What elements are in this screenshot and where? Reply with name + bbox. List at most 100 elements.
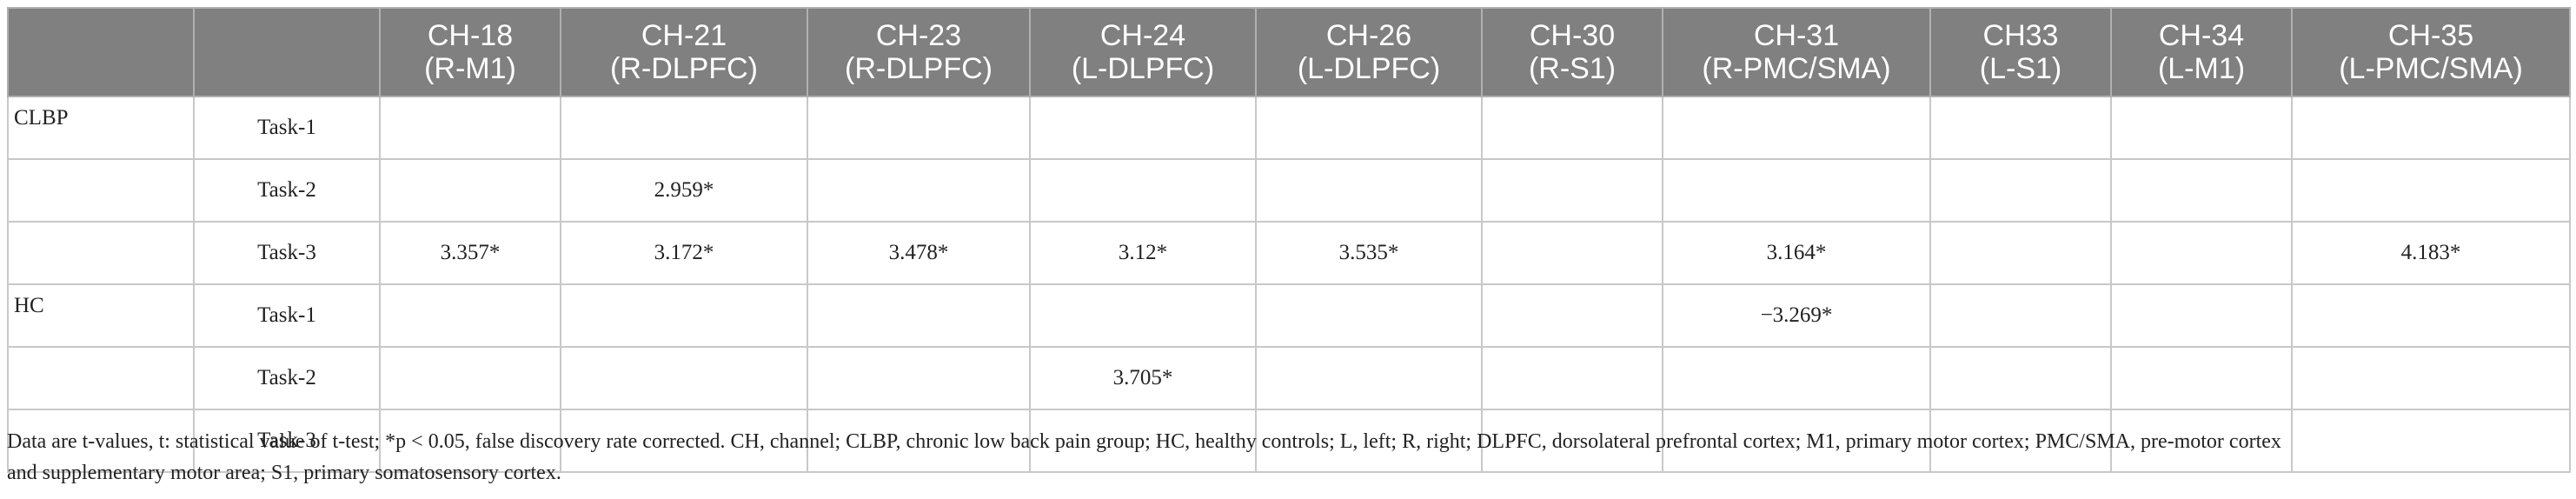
column-header — [7, 7, 195, 97]
value-cell — [2291, 346, 2571, 410]
table-row: Task-2 3.705* — [7, 346, 2571, 410]
value-cell — [379, 158, 561, 223]
value-cell — [2110, 283, 2293, 348]
group-cell — [7, 158, 195, 223]
column-header: CH33 (L-S1) — [1929, 7, 2112, 97]
column-header: CH-35 (L-PMC/SMA) — [2291, 7, 2571, 97]
value-cell: 3.164* — [1662, 221, 1931, 285]
value-cell — [1481, 158, 1663, 223]
value-cell — [560, 409, 808, 473]
channel-label: CH-18 — [427, 19, 514, 52]
value-cell: 3.478* — [807, 221, 1031, 285]
value-cell — [1481, 96, 1663, 160]
value-cell — [379, 346, 561, 410]
value-cell — [1255, 158, 1483, 223]
value-cell — [1929, 346, 2112, 410]
value-cell — [1255, 96, 1483, 160]
column-header — [193, 7, 381, 97]
results-table-container: CH-18 (R-M1) CH-21 (R-DLPFC) CH-23 (R-DLPFC) C… — [7, 7, 2571, 473]
region-label: (L-S1) — [1979, 52, 2062, 85]
t-values-table: CH-18 (R-M1) CH-21 (R-DLPFC) CH-23 (R-DLPFC) C… — [7, 7, 2571, 473]
value-cell — [2291, 96, 2571, 160]
group-cell: CLBP — [7, 96, 195, 160]
value-cell — [1929, 221, 2112, 285]
channel-label: CH-34 — [2158, 19, 2245, 52]
value-cell: −3.269* — [1662, 283, 1931, 348]
value-cell — [2291, 158, 2571, 223]
group-cell: HC — [7, 283, 195, 348]
value-cell — [1929, 409, 2112, 473]
value-cell: 3.357* — [379, 221, 561, 285]
value-cell — [1255, 346, 1483, 410]
group-cell — [7, 346, 195, 410]
value-cell — [560, 96, 808, 160]
value-cell — [1929, 96, 2112, 160]
region-label: (R-PMC/SMA) — [1702, 52, 1891, 85]
column-header: CH-26 (L-DLPFC) — [1255, 7, 1483, 97]
value-cell — [807, 409, 1031, 473]
channel-label: CH-23 — [875, 19, 962, 52]
value-cell — [379, 96, 561, 160]
footnote-line-2: and supplementary motor area; S1, primar… — [7, 462, 561, 484]
value-cell — [1481, 346, 1663, 410]
value-cell — [560, 283, 808, 348]
column-header: CH-23 (R-DLPFC) — [807, 7, 1031, 97]
task-cell: Task-3 — [193, 409, 381, 473]
task-cell: Task-2 — [193, 346, 381, 410]
column-header: CH-18 (R-M1) — [379, 7, 561, 97]
value-cell — [1662, 158, 1931, 223]
value-cell — [1029, 158, 1257, 223]
value-cell — [1029, 283, 1257, 348]
value-cell — [1029, 96, 1257, 160]
value-cell — [379, 283, 561, 348]
region-label: (R-M1) — [424, 52, 516, 85]
table-row: Task-3 3.357* 3.172* 3.478* 3.12* 3.535* 3.164… — [7, 221, 2571, 285]
value-cell — [1481, 221, 1663, 285]
table-body: CLBP Task-1 Task-2 2.959* Task-3 3.357* 3.172*… — [7, 96, 2571, 473]
channel-label: CH-35 — [2387, 19, 2474, 52]
value-cell: 3.535* — [1255, 221, 1483, 285]
value-cell — [1662, 96, 1931, 160]
value-cell — [1662, 346, 1931, 410]
table-footnote: Data are t-values, t: statistical value … — [7, 426, 2569, 489]
channel-label: CH-30 — [1529, 19, 1616, 52]
task-cell: Task-1 — [193, 96, 381, 160]
value-cell: 3.705* — [1029, 346, 1257, 410]
group-cell — [7, 409, 195, 473]
value-cell — [807, 96, 1031, 160]
value-cell — [2291, 409, 2571, 473]
value-cell: 4.183* — [2291, 221, 2571, 285]
value-cell: 3.12* — [1029, 221, 1257, 285]
column-header: CH-31 (R-PMC/SMA) — [1662, 7, 1931, 97]
value-cell — [2110, 221, 2293, 285]
value-cell — [379, 409, 561, 473]
value-cell — [1255, 283, 1483, 348]
region-label: (R-S1) — [1528, 52, 1617, 85]
value-cell — [1662, 409, 1931, 473]
region-label: (L-PMC/SMA) — [2339, 52, 2523, 85]
value-cell — [807, 346, 1031, 410]
table-row: HC Task-1 −3.269* — [7, 283, 2571, 348]
value-cell: 2.959* — [560, 158, 808, 223]
value-cell — [560, 346, 808, 410]
table-row: Task-3 — [7, 409, 2571, 473]
table-row: Task-2 2.959* — [7, 158, 2571, 223]
footnote-line-1: Data are t-values, t: statistical value … — [7, 430, 2281, 453]
value-cell — [1929, 158, 2112, 223]
task-cell: Task-2 — [193, 158, 381, 223]
value-cell — [2110, 96, 2293, 160]
channel-label: CH-26 — [1325, 19, 1412, 52]
value-cell: 3.172* — [560, 221, 808, 285]
value-cell — [1481, 409, 1663, 473]
value-cell — [807, 283, 1031, 348]
channel-label: CH-24 — [1099, 19, 1186, 52]
value-cell — [807, 158, 1031, 223]
region-label: (R-DLPFC) — [610, 52, 758, 85]
task-cell: Task-3 — [193, 221, 381, 285]
region-label: (L-M1) — [2157, 52, 2246, 85]
value-cell — [2291, 283, 2571, 348]
table-row: CLBP Task-1 — [7, 96, 2571, 160]
column-header: CH-24 (L-DLPFC) — [1029, 7, 1257, 97]
region-label: (L-DLPFC) — [1071, 52, 1215, 85]
channel-label: CH-21 — [641, 19, 727, 52]
